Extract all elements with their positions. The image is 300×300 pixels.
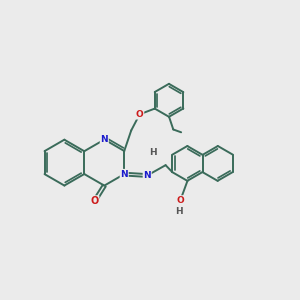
Text: N: N bbox=[100, 135, 108, 144]
Text: H: H bbox=[149, 148, 157, 157]
Text: O: O bbox=[90, 196, 99, 206]
Text: N: N bbox=[143, 171, 151, 180]
Text: N: N bbox=[120, 169, 128, 178]
Text: O: O bbox=[177, 196, 184, 205]
Text: O: O bbox=[136, 110, 143, 119]
Text: H: H bbox=[175, 207, 183, 216]
